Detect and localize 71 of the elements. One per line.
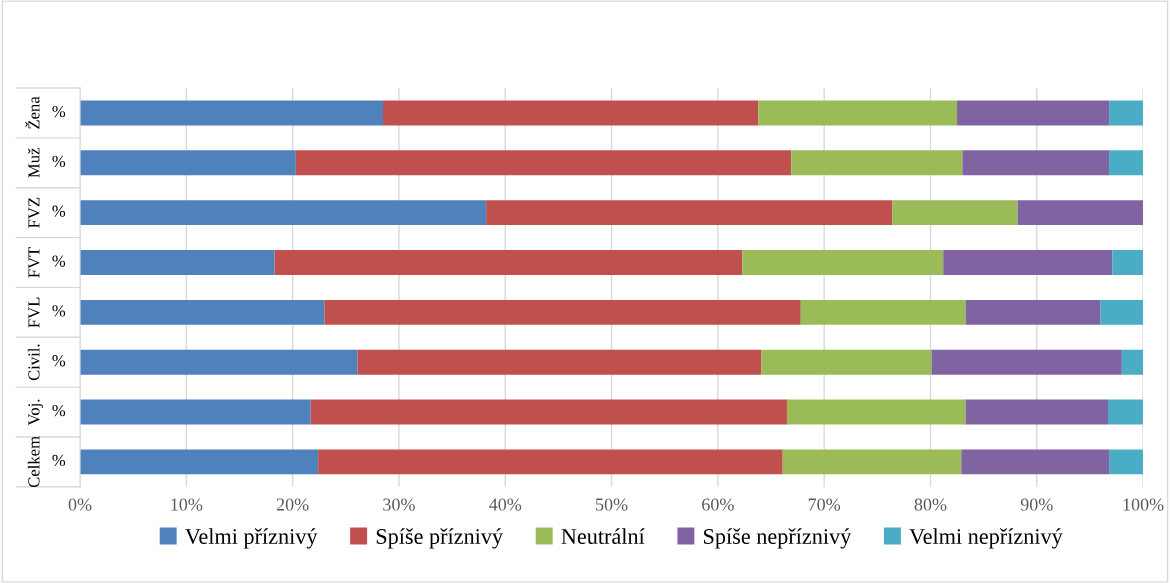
bar xyxy=(961,449,1110,475)
bar xyxy=(1109,449,1144,475)
y-tick-label: Muž xyxy=(27,147,40,178)
bar xyxy=(892,200,1018,226)
x-tick-label: 40% xyxy=(489,498,522,511)
bar xyxy=(80,449,319,475)
bar xyxy=(786,399,966,425)
y-tick-label: FVL xyxy=(28,297,40,328)
y-tick-label: FVZ xyxy=(28,197,40,228)
x-tick-label: 80% xyxy=(914,498,947,511)
y-tick-label: Celkem xyxy=(27,436,40,488)
legend-label: Neutrální xyxy=(561,528,645,544)
y-tick-label: Žena xyxy=(25,96,40,129)
bar xyxy=(486,200,893,226)
bar xyxy=(383,100,759,126)
x-tick-label: 60% xyxy=(702,498,734,511)
bar xyxy=(965,299,1101,325)
bar xyxy=(782,449,962,475)
y-tick-label: Voj. xyxy=(28,399,43,426)
bar xyxy=(965,399,1109,425)
bar xyxy=(310,399,787,425)
bar xyxy=(1112,250,1144,275)
legend-label: Spíše příznivý xyxy=(376,528,503,549)
bar xyxy=(324,299,801,325)
bar xyxy=(80,250,275,275)
text: % xyxy=(52,255,66,267)
bar xyxy=(943,250,1113,275)
bar xyxy=(742,250,944,275)
bar xyxy=(80,100,383,126)
text: % xyxy=(52,155,66,168)
bar xyxy=(957,100,1110,126)
bar xyxy=(80,399,311,425)
text: % xyxy=(52,404,66,417)
text: % xyxy=(52,105,66,118)
x-tick-label: 70% xyxy=(808,498,841,511)
bar xyxy=(295,150,792,176)
bar xyxy=(80,200,487,226)
bar xyxy=(1109,150,1144,176)
bar xyxy=(1109,100,1144,126)
text: % xyxy=(52,305,66,317)
legend-label: Spíše nepříznivý xyxy=(704,528,852,549)
y-tick-label: Civil. xyxy=(27,344,40,381)
bar xyxy=(962,150,1110,176)
x-tick-label: 10% xyxy=(171,498,203,511)
bar xyxy=(80,299,325,325)
x-tick-label: 50% xyxy=(596,498,628,511)
legend-label: Velmi příznivý xyxy=(185,528,318,549)
bar xyxy=(791,150,963,176)
bar xyxy=(1017,200,1144,226)
bar xyxy=(274,250,743,275)
bar xyxy=(931,349,1122,375)
text: % xyxy=(52,205,66,217)
bar xyxy=(1108,399,1144,425)
bar xyxy=(800,299,966,325)
y-tick-label: FVT xyxy=(28,247,40,278)
x-tick-label: 0% xyxy=(68,498,92,511)
x-tick-label: 20% xyxy=(276,498,309,511)
bar xyxy=(357,349,762,375)
x-tick-label: 30% xyxy=(383,498,415,511)
text: % xyxy=(52,355,66,367)
x-tick-label: 90% xyxy=(1020,498,1053,511)
bar xyxy=(318,449,783,475)
bar xyxy=(80,349,358,375)
bar xyxy=(761,349,932,375)
text: % xyxy=(52,454,66,467)
bar xyxy=(80,150,296,176)
legend-label: Velmi nepříznivý xyxy=(909,528,1063,549)
bar xyxy=(758,100,958,126)
bar xyxy=(1121,349,1144,375)
x-tick-label: 100% xyxy=(1123,498,1164,511)
bar xyxy=(1100,299,1144,325)
